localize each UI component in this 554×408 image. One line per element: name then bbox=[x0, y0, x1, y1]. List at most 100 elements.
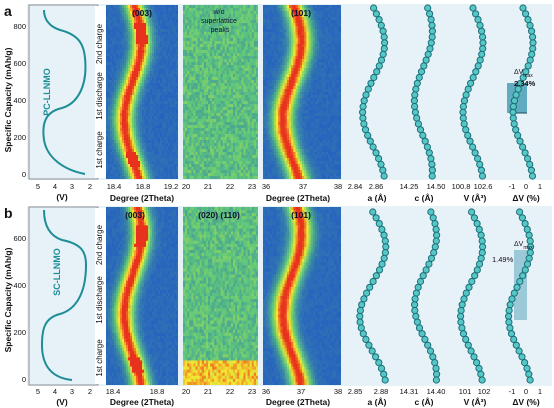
heatmap-cell bbox=[187, 32, 190, 36]
heatmap-cell bbox=[124, 44, 127, 48]
heatmap-cell bbox=[172, 158, 175, 162]
heatmap-cell bbox=[197, 143, 201, 147]
heatmap-cell bbox=[255, 41, 258, 45]
heatmap-cell bbox=[284, 44, 288, 48]
heatmap-cell bbox=[249, 125, 253, 129]
heatmap-cell bbox=[142, 8, 145, 12]
heatmap-cell bbox=[110, 11, 113, 15]
heatmap-cell bbox=[278, 41, 281, 45]
heatmap-cell bbox=[112, 35, 115, 39]
heatmap-cell bbox=[195, 104, 198, 108]
heatmap-cell bbox=[146, 56, 149, 60]
heatmap-cell bbox=[312, 47, 316, 51]
heatmap-cell bbox=[237, 158, 240, 162]
heatmap-cell bbox=[176, 86, 178, 90]
heatmap-cell bbox=[245, 134, 248, 138]
heatmap-cell bbox=[315, 32, 318, 36]
heatmap-cell bbox=[239, 101, 242, 105]
heatmap-cell bbox=[140, 50, 143, 54]
heatmap-cell bbox=[267, 11, 270, 15]
heatmap-cell bbox=[295, 44, 299, 48]
heatmap-cell bbox=[278, 47, 281, 51]
heatmap-cell bbox=[197, 44, 201, 48]
heatmap-cell bbox=[142, 26, 145, 30]
heatmap-cell bbox=[154, 62, 157, 66]
heatmap-cell bbox=[150, 104, 153, 108]
heatmap-cell bbox=[297, 23, 301, 27]
heatmap-cell bbox=[237, 134, 240, 138]
heatmap-cell bbox=[166, 113, 169, 117]
heatmap-cell bbox=[253, 134, 257, 138]
heatmap-cell bbox=[245, 110, 248, 114]
heatmap-cell bbox=[278, 50, 281, 54]
heatmap-cell bbox=[249, 110, 253, 114]
heatmap-cell bbox=[216, 95, 219, 99]
heatmap-cell bbox=[338, 35, 341, 39]
heatmap-cell bbox=[233, 20, 236, 24]
heatmap-cell bbox=[134, 47, 137, 51]
heatmap-cell bbox=[140, 65, 143, 69]
heatmap-cell bbox=[146, 137, 149, 141]
heatmap-cell bbox=[199, 92, 203, 96]
heatmap-cell bbox=[245, 32, 248, 36]
heatmap-cell bbox=[174, 155, 177, 159]
heatmap-cell bbox=[325, 53, 329, 57]
heatmap-cell bbox=[172, 71, 175, 75]
heatmap-cell bbox=[144, 176, 147, 179]
heatmap-cell bbox=[191, 86, 194, 90]
heatmap-cell bbox=[208, 65, 211, 69]
heatmap-cell bbox=[203, 11, 207, 15]
heatmap-cell bbox=[297, 59, 301, 63]
heatmap-cell bbox=[108, 161, 111, 165]
heatmap-cell bbox=[224, 50, 228, 54]
heatmap-cell bbox=[212, 104, 215, 108]
heatmap-cell bbox=[203, 137, 207, 141]
heatmap-cell bbox=[235, 5, 238, 9]
heatmap-cell bbox=[185, 113, 188, 117]
heatmap-cell bbox=[230, 20, 234, 24]
panel-a: a Specific Capacity (mAh/g) 0 200 400 60… bbox=[3, 3, 552, 203]
heatmap-cell bbox=[297, 26, 301, 30]
heatmap-cell bbox=[208, 110, 211, 114]
heatmap-cell bbox=[152, 155, 155, 159]
heatmap-cell bbox=[203, 38, 207, 42]
heatmap-cell bbox=[136, 65, 139, 69]
heatmap-cell bbox=[243, 8, 246, 12]
heatmap-cell bbox=[156, 41, 159, 45]
heatmap-cell bbox=[330, 59, 333, 63]
heatmap-cell bbox=[216, 50, 219, 54]
heatmap-cell bbox=[191, 32, 194, 36]
heatmap-cell bbox=[243, 101, 246, 105]
heatmap-cell bbox=[233, 11, 236, 15]
heatmap-cell bbox=[286, 23, 290, 27]
heatmap-cell bbox=[328, 38, 331, 42]
heatmap-cell bbox=[297, 62, 301, 66]
heatmap-cell bbox=[195, 146, 198, 150]
heatmap-cell bbox=[128, 44, 131, 48]
heatmap-cell bbox=[146, 89, 149, 93]
heatmap-cell bbox=[237, 5, 240, 9]
heatmap-cell bbox=[176, 170, 178, 174]
heatmap-cell bbox=[126, 41, 129, 45]
heatmap-cell bbox=[110, 53, 113, 57]
heatmap-cell bbox=[245, 59, 248, 63]
heatmap-cell bbox=[328, 47, 331, 51]
heatmap-cell bbox=[110, 83, 113, 87]
heatmap-cell bbox=[144, 167, 147, 171]
heatmap-cell bbox=[146, 23, 149, 27]
heatmap-cell bbox=[124, 173, 127, 177]
heatmap-cell bbox=[183, 158, 186, 162]
heatmap-cell bbox=[286, 44, 290, 48]
heatmap-cell bbox=[140, 164, 143, 168]
heatmap-cell bbox=[189, 59, 192, 63]
heatmap-cell bbox=[199, 149, 203, 153]
heatmap-cell bbox=[197, 65, 201, 69]
heatmap-cell bbox=[162, 167, 165, 171]
heatmap-cell bbox=[144, 62, 147, 66]
heatmap-cell bbox=[237, 131, 240, 135]
heatmap-cell bbox=[120, 26, 123, 30]
heatmap-cell bbox=[208, 164, 211, 168]
heatmap-cell bbox=[317, 29, 320, 33]
heatmap-cell bbox=[214, 41, 217, 45]
heatmap-cell bbox=[116, 50, 119, 54]
